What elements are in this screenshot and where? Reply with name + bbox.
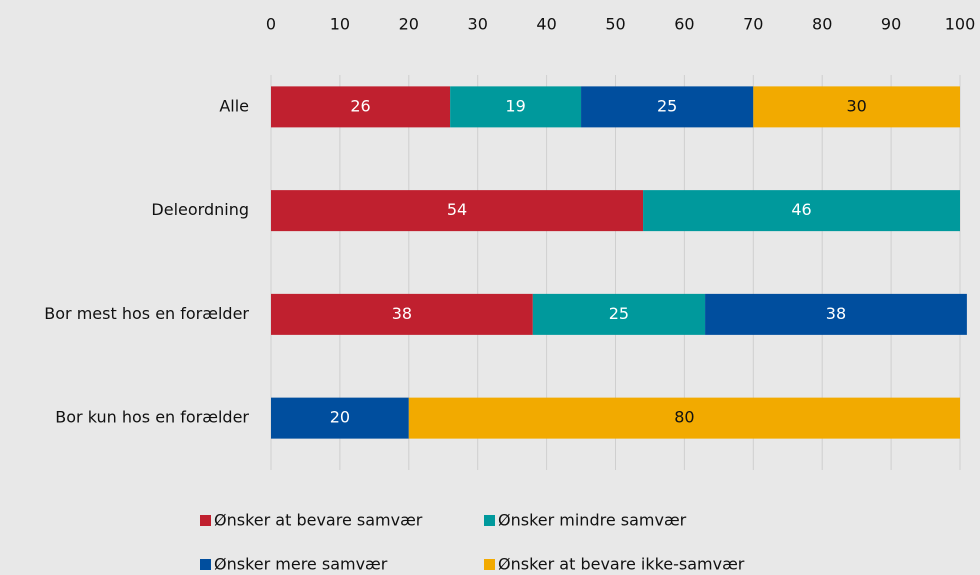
data-label: 19 <box>505 96 525 115</box>
bar-segment <box>271 86 451 128</box>
legend-label: Ønsker mere samvær <box>214 555 388 574</box>
bar-segment <box>271 397 409 439</box>
bar-segment <box>450 86 582 128</box>
legend-label: Ønsker at bevare samvær <box>214 511 423 530</box>
legend-swatch <box>484 515 495 526</box>
legend-label: Ønsker at bevare ikke-samvær <box>498 555 745 574</box>
legend-swatch <box>200 515 211 526</box>
bar-segment <box>532 293 706 335</box>
x-tick-label: 30 <box>468 15 488 34</box>
bar-segment <box>753 86 960 128</box>
data-label: 26 <box>350 96 370 115</box>
data-label: 80 <box>674 408 694 427</box>
x-tick-label: 90 <box>881 15 901 34</box>
data-label: 46 <box>791 200 811 219</box>
x-tick-label: 50 <box>605 15 625 34</box>
bar-segment <box>271 293 533 335</box>
x-tick-label: 60 <box>674 15 694 34</box>
data-label: 54 <box>447 200 467 219</box>
bar-segment <box>271 190 644 232</box>
data-label: 25 <box>657 96 677 115</box>
bar-segment <box>408 397 960 439</box>
legend-swatch <box>200 559 211 570</box>
y-tick-label: Deleordning <box>151 200 249 219</box>
y-tick-label: Bor mest hos en forælder <box>44 304 249 323</box>
bar-segment <box>581 86 754 128</box>
bar-segment <box>705 293 967 335</box>
y-tick-label: Alle <box>219 96 249 115</box>
y-tick-label: Bor kun hos en forælder <box>55 408 249 427</box>
data-label: 38 <box>826 304 846 323</box>
data-label: 20 <box>330 408 350 427</box>
x-tick-label: 70 <box>743 15 763 34</box>
x-tick-label: 10 <box>330 15 350 34</box>
data-label: 25 <box>609 304 629 323</box>
data-label: 30 <box>846 96 866 115</box>
legend-swatch <box>484 559 495 570</box>
data-label: 38 <box>392 304 412 323</box>
x-tick-label: 40 <box>536 15 556 34</box>
x-tick-label: 100 <box>945 15 976 34</box>
legend-label: Ønsker mindre samvær <box>498 511 687 530</box>
x-tick-label: 80 <box>812 15 832 34</box>
bar-segment <box>643 190 960 232</box>
x-tick-label: 20 <box>399 15 419 34</box>
x-tick-label: 0 <box>266 15 276 34</box>
